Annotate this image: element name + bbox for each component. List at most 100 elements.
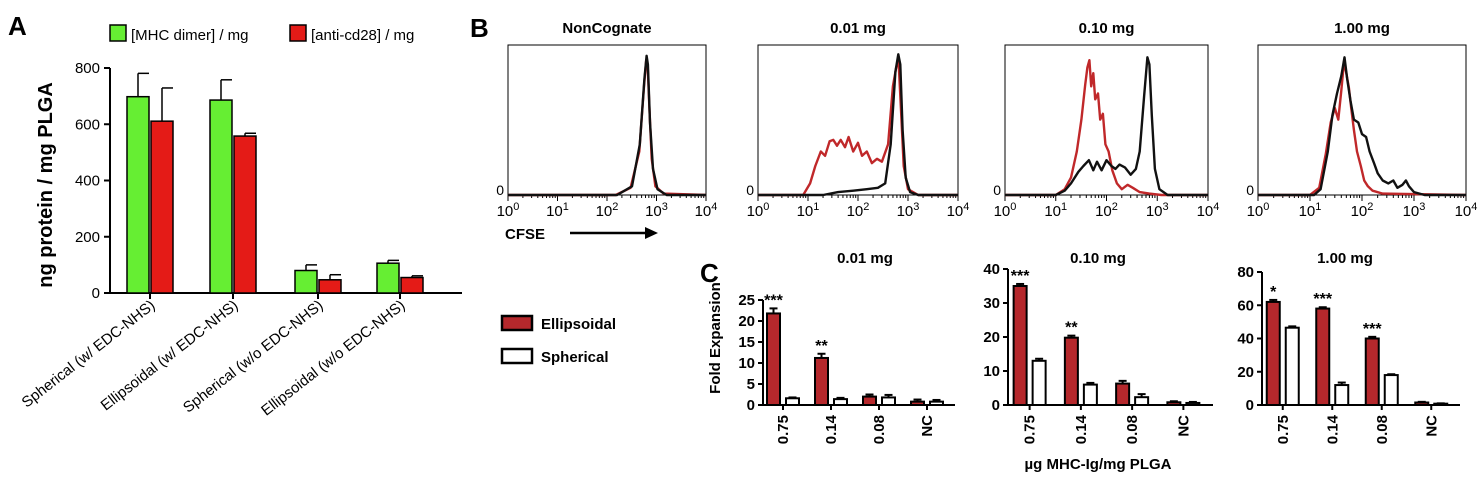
legend-swatch-ellipsoidal bbox=[500, 314, 534, 332]
c-bar-ellipsoidal bbox=[1115, 382, 1131, 406]
c-bar-ellipsoidal bbox=[1265, 300, 1281, 406]
c-y-tick-label: 0 bbox=[747, 397, 755, 414]
c-y-tick-label: 20 bbox=[983, 329, 1000, 346]
panel-c-bar-charts: Fold Expansion µg MHC-Ig/mg PLGA Ellipso… bbox=[500, 250, 1460, 473]
c-y-tick-label: 15 bbox=[738, 334, 755, 351]
b-x-tick-label: 102 bbox=[1351, 201, 1374, 220]
a-category-label: Spherical (w/o EDC-NHS) bbox=[180, 297, 326, 417]
b-tick-exponent: 1 bbox=[1315, 201, 1321, 213]
panel-letter-a: A bbox=[8, 11, 27, 41]
b-tick-base: 10 bbox=[497, 203, 514, 220]
c-y-tick-label: 10 bbox=[738, 355, 755, 372]
a-bar-cd28 bbox=[233, 135, 257, 294]
c-subplot-title: 1.00 mg bbox=[1317, 250, 1373, 267]
b-tick-exponent: 3 bbox=[662, 201, 668, 213]
panel-a-bar-chart: [MHC dimer] / mg [anti-cd28] / mg ng pro… bbox=[19, 24, 462, 419]
b-x-tick-label: 100 bbox=[1247, 201, 1270, 220]
b-x-tick-label: 101 bbox=[797, 201, 820, 220]
c-subplot: 0.01 mg 0 5 10 15 20 25 *** 0.75 ** 0.14 0.08 NC bbox=[738, 250, 955, 444]
c-bar-ellipsoidal bbox=[814, 356, 829, 406]
b-x-tick-label: 102 bbox=[847, 201, 870, 220]
c-bar-spherical bbox=[1334, 384, 1350, 406]
a-y-tick-label: 400 bbox=[75, 173, 100, 190]
fold-expansion-label: Fold Expansion bbox=[707, 282, 724, 394]
b-subplot-title: NonCognate bbox=[562, 20, 651, 37]
b-tick-exponent: 0 bbox=[763, 201, 769, 213]
b-tick-exponent: 4 bbox=[1213, 201, 1219, 213]
c-bar-ellipsoidal bbox=[1012, 285, 1028, 406]
b-tick-base: 10 bbox=[897, 203, 914, 220]
legend-swatch-cd28 bbox=[289, 24, 307, 42]
c-category-label: 0.14 bbox=[1324, 414, 1341, 444]
a-bar-cd28 bbox=[318, 279, 342, 294]
b-tick-exponent: 3 bbox=[1163, 201, 1169, 213]
c-bar-spherical bbox=[881, 396, 896, 407]
c-subplot-title: 0.01 mg bbox=[837, 250, 893, 267]
c-category-label: NC bbox=[1175, 415, 1192, 437]
b-black-histogram bbox=[508, 54, 706, 197]
c-category-label: 0.14 bbox=[1073, 414, 1090, 444]
b-subplot-title: 1.00 mg bbox=[1334, 20, 1390, 37]
c-subplot: 0.10 mg 0 10 20 30 40 *** 0.75 ** 0.14 0.08 NC bbox=[983, 250, 1213, 444]
c-bar-spherical bbox=[785, 397, 800, 406]
c-significance-mark: * bbox=[1270, 284, 1277, 301]
a-y-tick-label: 800 bbox=[75, 60, 100, 77]
c-bar-ellipsoidal bbox=[1315, 307, 1331, 407]
b-tick-base: 10 bbox=[994, 203, 1011, 220]
c-category-label: 0.08 bbox=[871, 415, 888, 444]
panel-letter-c: C bbox=[700, 258, 719, 288]
b-tick-base: 10 bbox=[1095, 203, 1112, 220]
c-bar-ellipsoidal bbox=[1364, 337, 1380, 406]
c-category-label: NC bbox=[919, 415, 936, 437]
b-red-histogram bbox=[1258, 60, 1467, 197]
c-y-tick-label: 40 bbox=[983, 261, 1000, 278]
b-tick-exponent: 4 bbox=[963, 201, 969, 213]
b-black-histogram bbox=[1005, 56, 1208, 197]
b-y-zero-label: 0 bbox=[496, 182, 504, 198]
b-x-tick-label: 100 bbox=[497, 201, 520, 220]
b-tick-base: 10 bbox=[645, 203, 662, 220]
c-subplot: 1.00 mg 0 20 40 60 80 * 0.75 *** 0.14 *** 0.08 NC bbox=[1237, 250, 1460, 444]
b-tick-base: 10 bbox=[747, 203, 764, 220]
b-x-tick-label: 101 bbox=[1044, 201, 1067, 220]
b-tick-base: 10 bbox=[1247, 203, 1264, 220]
b-tick-exponent: 1 bbox=[813, 201, 819, 213]
b-x-tick-label: 103 bbox=[1146, 201, 1169, 220]
b-x-tick-label: 102 bbox=[1095, 201, 1118, 220]
legend-swatch-spherical bbox=[500, 347, 534, 365]
a-y-tick-label: 200 bbox=[75, 229, 100, 246]
c-y-tick-label: 60 bbox=[1237, 297, 1254, 314]
c-y-tick-label: 0 bbox=[1246, 397, 1254, 414]
b-x-tick-label: 103 bbox=[1403, 201, 1426, 220]
legend-label-spherical: Spherical bbox=[541, 349, 609, 366]
b-tick-exponent: 2 bbox=[612, 201, 618, 213]
b-plot-frame bbox=[757, 44, 959, 196]
c-significance-mark: *** bbox=[1363, 321, 1382, 338]
c-bar-spherical bbox=[1134, 396, 1150, 406]
c-y-tick-label: 80 bbox=[1237, 264, 1254, 281]
b-x-tick-label: 100 bbox=[747, 201, 770, 220]
c-y-tick-label: 0 bbox=[992, 397, 1000, 414]
c-category-label: 0.14 bbox=[823, 414, 840, 444]
c-bar-ellipsoidal bbox=[1414, 401, 1430, 407]
b-x-tick-label: 100 bbox=[994, 201, 1017, 220]
b-x-tick-label: 103 bbox=[645, 201, 668, 220]
b-tick-exponent: 2 bbox=[1367, 201, 1373, 213]
b-x-tick-label: 101 bbox=[546, 201, 569, 220]
a-bar-cd28 bbox=[400, 276, 424, 294]
a-category-label: Spherical (w/ EDC-NHS) bbox=[19, 297, 159, 411]
b-tick-exponent: 1 bbox=[1061, 201, 1067, 213]
b-y-zero-label: 0 bbox=[1246, 182, 1254, 198]
b-plot-frame bbox=[507, 44, 707, 196]
b-black-histogram bbox=[758, 53, 958, 197]
b-tick-exponent: 0 bbox=[1263, 201, 1269, 213]
b-x-tick-label: 103 bbox=[897, 201, 920, 220]
a-bar-mhc bbox=[294, 269, 318, 294]
c-bar-ellipsoidal bbox=[1063, 336, 1079, 406]
b-subplot-title: 0.10 mg bbox=[1079, 20, 1135, 37]
c-y-tick-label: 5 bbox=[747, 376, 755, 393]
